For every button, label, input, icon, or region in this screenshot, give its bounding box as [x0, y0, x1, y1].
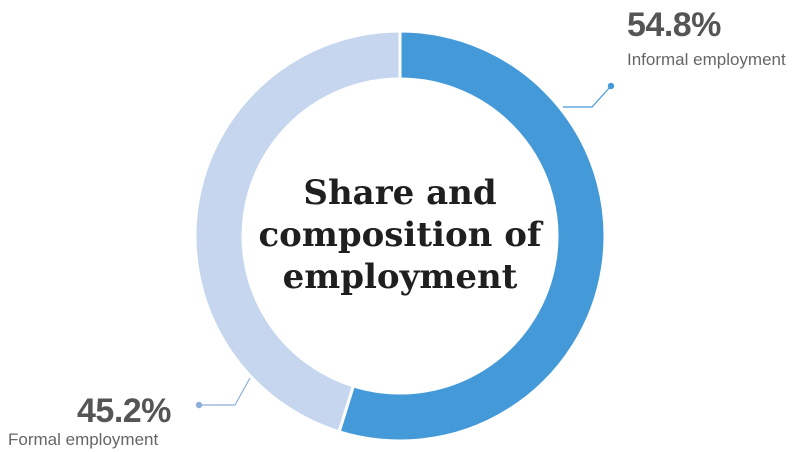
informal-leader-line [563, 86, 611, 107]
chart-title-line-1: Share and [250, 172, 550, 214]
formal-value-label: 45.2% [77, 392, 171, 431]
formal-category-label: Formal employment [8, 430, 158, 450]
chart-title: Share and composition of employment [250, 172, 550, 298]
chart-title-line-2: composition of [250, 214, 550, 256]
informal-leader-dot [608, 83, 614, 89]
formal-leader-dot [196, 402, 202, 408]
chart-title-line-3: employment [250, 256, 550, 298]
informal-value-label: 54.8% [627, 6, 721, 45]
informal-category-label: Informal employment [627, 50, 786, 70]
formal-leader-line [199, 378, 250, 405]
